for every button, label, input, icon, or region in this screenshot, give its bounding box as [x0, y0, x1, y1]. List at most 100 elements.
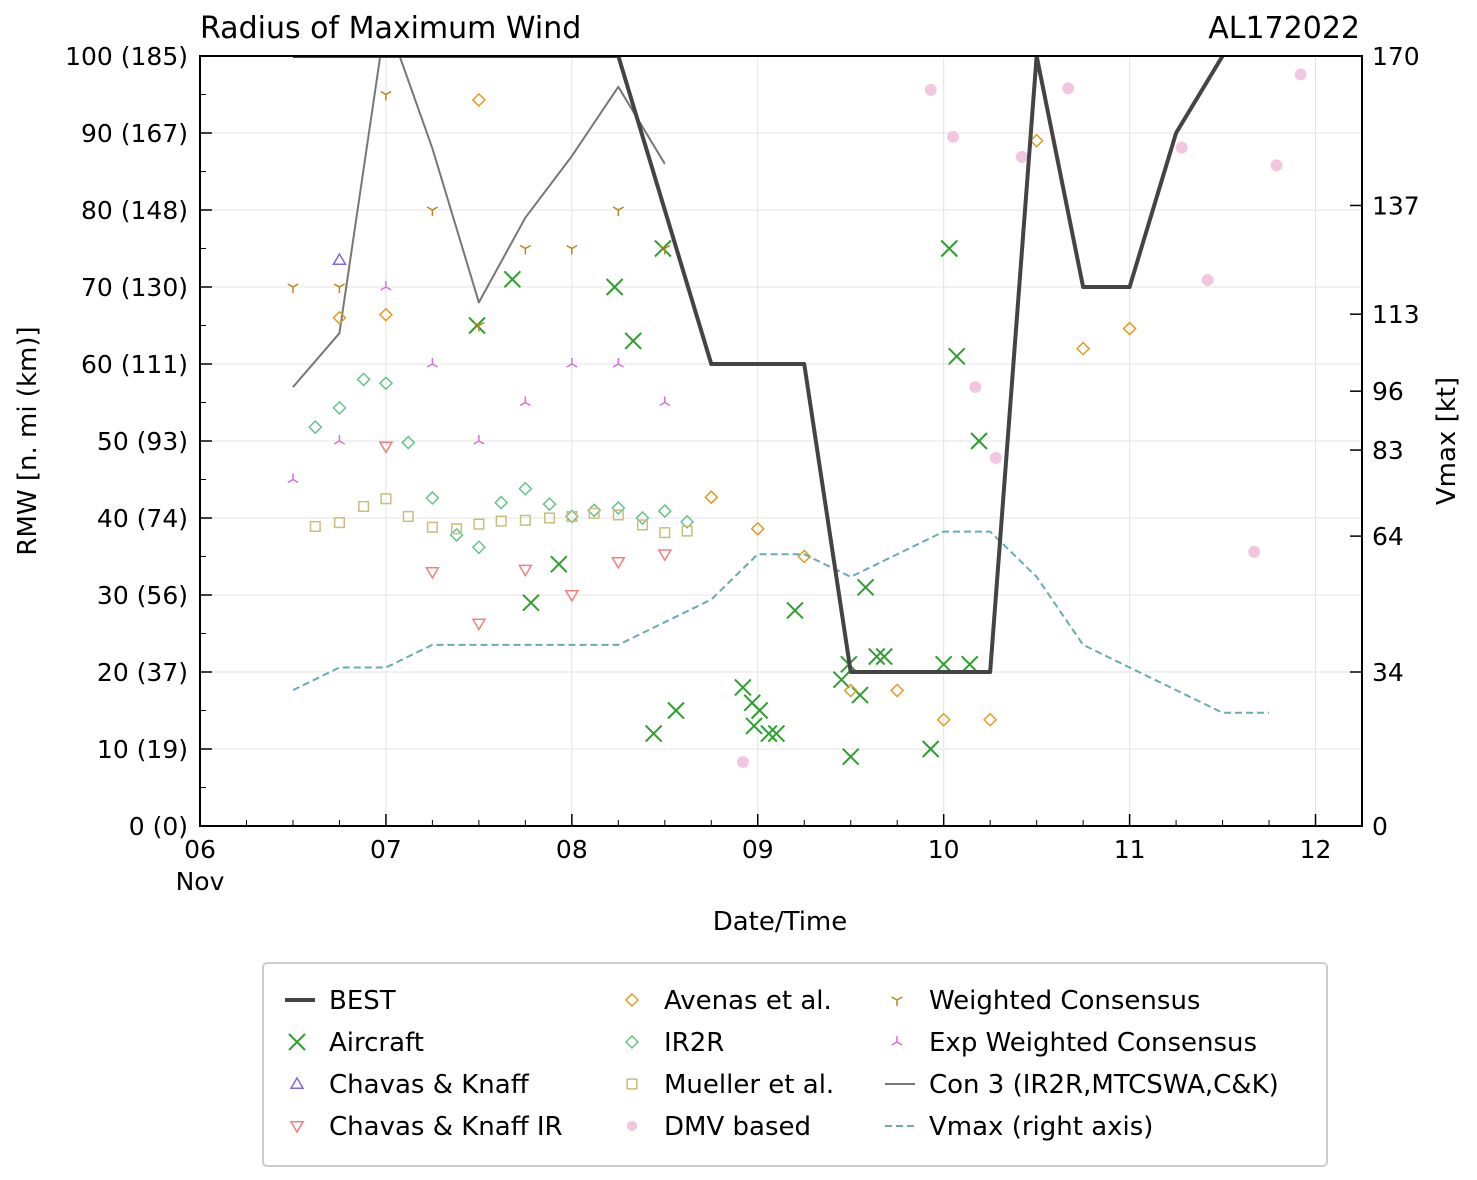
legend-item-aircraft: Aircraft [288, 1028, 424, 1058]
y2-tick-label: 0 [1372, 812, 1388, 841]
marker-chavas-knaff-ir [425, 566, 440, 580]
marker-weighted-consensus [659, 244, 671, 255]
legend-label: Chavas & Knaff IR [329, 1112, 563, 1142]
marker-dmv-based [1248, 545, 1261, 558]
marker-aircraft [750, 701, 769, 720]
series-vmax-right-axis [292, 530, 1270, 714]
y2-axis-label: Vmax [kt] [1432, 377, 1462, 505]
marker-aircraft [522, 593, 540, 612]
marker-ir2r [564, 509, 579, 524]
marker-ir2r [401, 435, 416, 450]
series-mueller-et-al [309, 493, 693, 539]
marker-ir2r [332, 400, 347, 415]
legend-marker-aircraft [288, 1033, 306, 1051]
marker-aircraft [786, 601, 804, 620]
marker-chavas-knaff-ir [657, 549, 673, 562]
marker-ir2r [308, 420, 323, 435]
legend-item-dmv-based: DMV based [626, 1112, 811, 1142]
series-weighted-consensus [287, 90, 671, 332]
series-layer [287, 56, 1307, 769]
legend-item-chavas-knaff: Chavas & Knaff [289, 1070, 530, 1100]
legend-marker-chavas-knaff [289, 1076, 305, 1089]
legend-marker-chavas-knaff-ir [289, 1121, 305, 1134]
series-avenas-et-al [332, 92, 1137, 727]
marker-mueller-et-al [426, 521, 438, 533]
legend-marker-weighted-consensus [891, 996, 903, 1006]
marker-chavas-knaff-ir [611, 556, 626, 570]
storm-id: AL172022 [1208, 11, 1360, 46]
marker-avenas-et-al [890, 683, 905, 698]
y2-tick-label: 83 [1372, 436, 1404, 465]
marker-mueller-et-al [495, 515, 507, 527]
marker-ir2r [680, 514, 695, 529]
marker-aircraft [503, 270, 522, 289]
legend-label: DMV based [664, 1112, 811, 1142]
marker-avenas-et-al [936, 712, 951, 727]
line-con-3-ir2r-mtcswa-c-k [292, 56, 666, 388]
marker-mueller-et-al [451, 523, 463, 535]
legend-label: Chavas & Knaff [329, 1070, 530, 1100]
x-tick-label: 11 [1114, 835, 1146, 864]
marker-ir2r [635, 510, 650, 526]
legend-item-weighted-consensus: Weighted Consensus [891, 986, 1200, 1016]
marker-exp-weighted-consensus [566, 358, 578, 368]
legend-item-ir2r: IR2R [624, 1028, 724, 1058]
legend-box [262, 962, 1328, 1167]
marker-ir2r [378, 376, 393, 391]
marker-weighted-consensus [473, 321, 485, 332]
legend-label: Con 3 (IR2R,MTCSWA,C&K) [929, 1070, 1279, 1100]
x-tick-label: 12 [1300, 835, 1332, 864]
series-dmv-based [736, 68, 1307, 769]
axis-ticks: 06 Nov 07 08 09 10 11 12 0 (0) 10 (19) 20 (37) 30 (… [65, 42, 1420, 896]
marker-mueller-et-al [333, 517, 345, 529]
y-axis-label: RMW [n. mi (km)] [13, 326, 43, 555]
x-tick-label: 08 [556, 835, 588, 864]
marker-aircraft [832, 670, 851, 689]
marker-aircraft [868, 647, 886, 666]
marker-aircraft [667, 701, 685, 720]
marker-dmv-based [1015, 150, 1028, 163]
y-tick-label: 40 (74) [97, 504, 188, 533]
series-aircraft [468, 239, 988, 766]
marker-weighted-consensus [426, 206, 438, 216]
marker-chavas-knaff-ir [471, 618, 487, 631]
marker-aircraft [734, 678, 752, 697]
marker-exp-weighted-consensus [473, 435, 485, 445]
legend-label: Aircraft [329, 1028, 424, 1058]
y2-tick-label: 96 [1372, 377, 1404, 406]
marker-aircraft [605, 278, 624, 296]
marker-ir2r [657, 504, 672, 519]
x-tick-label: 06 [184, 835, 216, 864]
line-best [292, 56, 1225, 674]
marker-mueller-et-al [402, 510, 414, 523]
y-tick-label: 60 (111) [81, 350, 188, 379]
legend-marker-ir2r [624, 1034, 640, 1050]
marker-chavas-knaff [332, 252, 347, 265]
marker-exp-weighted-consensus [426, 358, 438, 368]
legend-marker-mueller-et-al [626, 1078, 638, 1090]
marker-mueller-et-al [681, 525, 693, 537]
marker-avenas-et-al [1076, 341, 1091, 356]
x-axis-label: Date/Time [713, 907, 848, 937]
marker-aircraft [875, 647, 893, 666]
legend-label: Weighted Consensus [929, 986, 1200, 1016]
marker-weighted-consensus [612, 206, 624, 216]
marker-aircraft [550, 555, 568, 573]
x-tick-sublabel: Nov [176, 867, 225, 896]
series-best [292, 56, 1225, 674]
marker-mueller-et-al [519, 514, 531, 526]
y2-tick-label: 64 [1372, 522, 1404, 551]
legend-label: BEST [329, 986, 396, 1016]
legend-item-avenas-et-al: Avenas et al. [624, 986, 832, 1016]
marker-mueller-et-al [636, 519, 649, 531]
y-tick-label: 0 (0) [129, 812, 188, 841]
marker-weighted-consensus [287, 283, 299, 293]
marker-mueller-et-al [588, 507, 600, 519]
marker-chavas-knaff-ir [518, 564, 533, 578]
series-con-3-ir2r-mtcswa-c-k [292, 56, 666, 388]
legend-marker-avenas-et-al [624, 992, 640, 1008]
marker-avenas-et-al [843, 683, 858, 698]
marker-aircraft [745, 717, 763, 735]
marker-avenas-et-al [704, 490, 719, 505]
y-tick-label: 20 (37) [97, 658, 188, 687]
